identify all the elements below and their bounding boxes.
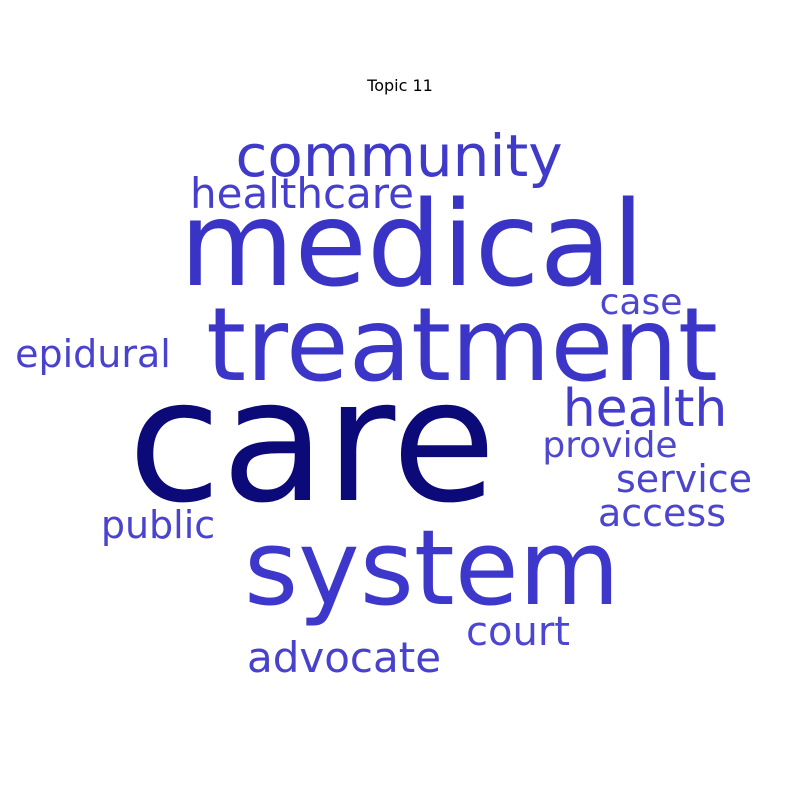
word-court: court	[466, 609, 570, 655]
word-healthcare: healthcare	[190, 169, 414, 218]
word-access: access	[598, 491, 726, 535]
word-system: system	[244, 507, 620, 629]
word-service: service	[616, 457, 752, 501]
word-public: public	[101, 503, 215, 547]
word-epidural: epidural	[15, 332, 171, 376]
word-care: care	[128, 343, 496, 541]
word-community: community	[235, 122, 562, 190]
word-case: case	[600, 282, 683, 323]
word-health: health	[563, 379, 728, 439]
word-medical: medical	[179, 175, 644, 313]
word-provide: provide	[542, 425, 677, 466]
chart-title: Topic 11	[367, 76, 433, 95]
word-advocate: advocate	[247, 633, 441, 682]
word-treatment: treatment	[206, 286, 718, 405]
